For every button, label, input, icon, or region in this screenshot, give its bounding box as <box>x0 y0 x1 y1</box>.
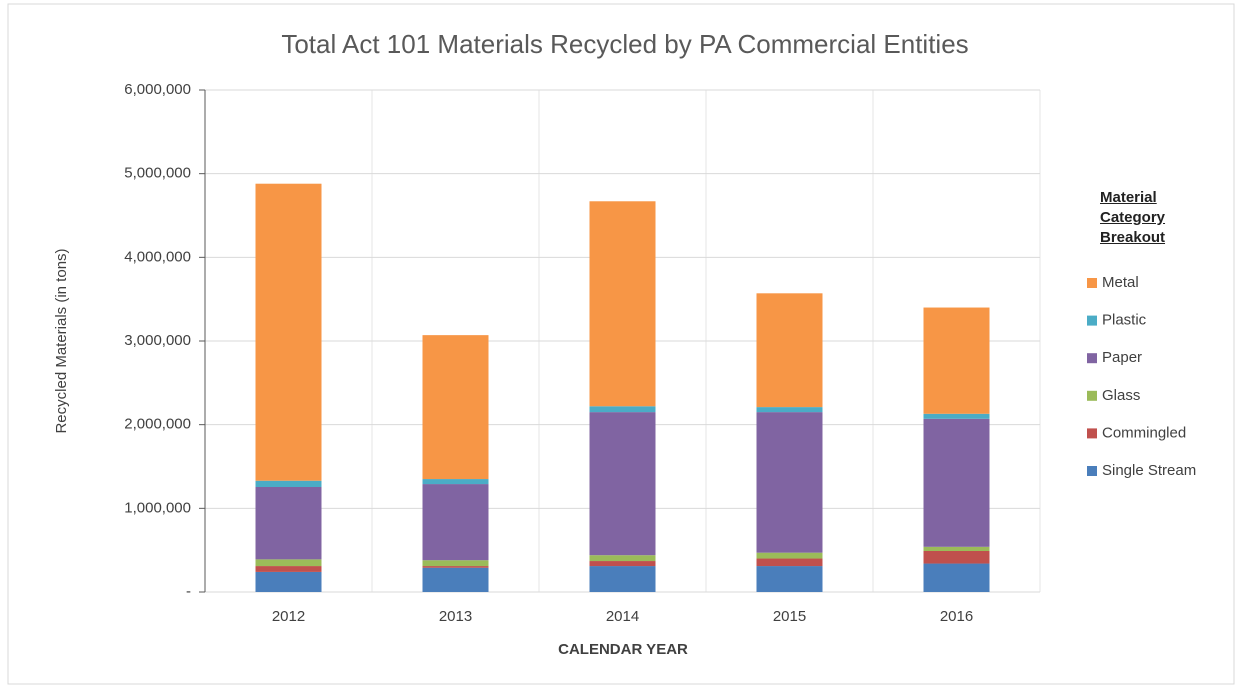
bar-segment <box>255 486 322 560</box>
bar-segment <box>923 551 990 564</box>
bar-segment <box>589 201 656 407</box>
x-tick-label: 2015 <box>773 608 806 625</box>
legend-swatch <box>1087 278 1097 288</box>
y-tick-label: 6,000,000 <box>124 81 191 98</box>
legend-label: Glass <box>1102 387 1140 404</box>
bar-segment <box>756 552 823 559</box>
bar-segment <box>255 571 322 592</box>
legend-label: Commingled <box>1102 424 1186 441</box>
bar-segment <box>589 566 656 592</box>
bar-segment <box>255 480 322 487</box>
bar-segment <box>756 293 823 408</box>
legend-label: Metal <box>1102 274 1139 291</box>
bar-segment <box>589 555 656 562</box>
bar-segment <box>422 566 489 568</box>
legend-label: Plastic <box>1102 312 1147 329</box>
y-tick-label: 5,000,000 <box>124 165 191 182</box>
legend-label: Single Stream <box>1102 462 1196 479</box>
y-tick-label: 3,000,000 <box>124 332 191 349</box>
bar-segment <box>422 484 489 561</box>
y-axis-title: Recycled Materials (in tons) <box>53 248 70 433</box>
x-axis-title: CALENDAR YEAR <box>558 641 688 658</box>
x-tick-label: 2012 <box>272 608 305 625</box>
bar-segment <box>422 335 489 480</box>
legend-swatch <box>1087 353 1097 364</box>
bar-segment <box>589 406 656 413</box>
bar-segment <box>422 560 489 567</box>
bar-segment <box>923 418 990 547</box>
bar-segment <box>756 566 823 592</box>
bar-segment <box>923 546 990 552</box>
bar-segment <box>422 479 489 485</box>
chart-title: Total Act 101 Materials Recycled by PA C… <box>281 29 968 59</box>
bar-segment <box>255 566 322 572</box>
y-tick-label: 2,000,000 <box>124 416 191 433</box>
bar-segment <box>255 559 322 567</box>
bar-segment <box>923 563 990 592</box>
bar-segment <box>923 307 990 414</box>
legend-swatch <box>1087 466 1097 476</box>
bar-segment <box>923 413 990 419</box>
legend-swatch <box>1087 315 1097 326</box>
bar-segment <box>589 561 656 567</box>
legend-swatch <box>1087 428 1097 439</box>
bar-segment <box>255 183 322 481</box>
x-tick-label: 2014 <box>606 608 639 625</box>
legend-swatch <box>1087 390 1097 401</box>
bar-segment <box>422 567 489 592</box>
y-tick-label: 4,000,000 <box>124 248 191 265</box>
bar-segment <box>756 407 823 413</box>
y-tick-label: 1,000,000 <box>124 499 191 516</box>
legend-label: Paper <box>1102 349 1142 366</box>
bar-segment <box>756 412 823 553</box>
x-tick-label: 2016 <box>940 608 973 625</box>
bar-segment <box>589 412 656 556</box>
bar-segment <box>756 558 823 567</box>
legend-title: Material Category Breakout <box>1100 189 1166 246</box>
y-tick-label: - <box>186 583 191 600</box>
x-tick-label: 2013 <box>439 608 472 625</box>
